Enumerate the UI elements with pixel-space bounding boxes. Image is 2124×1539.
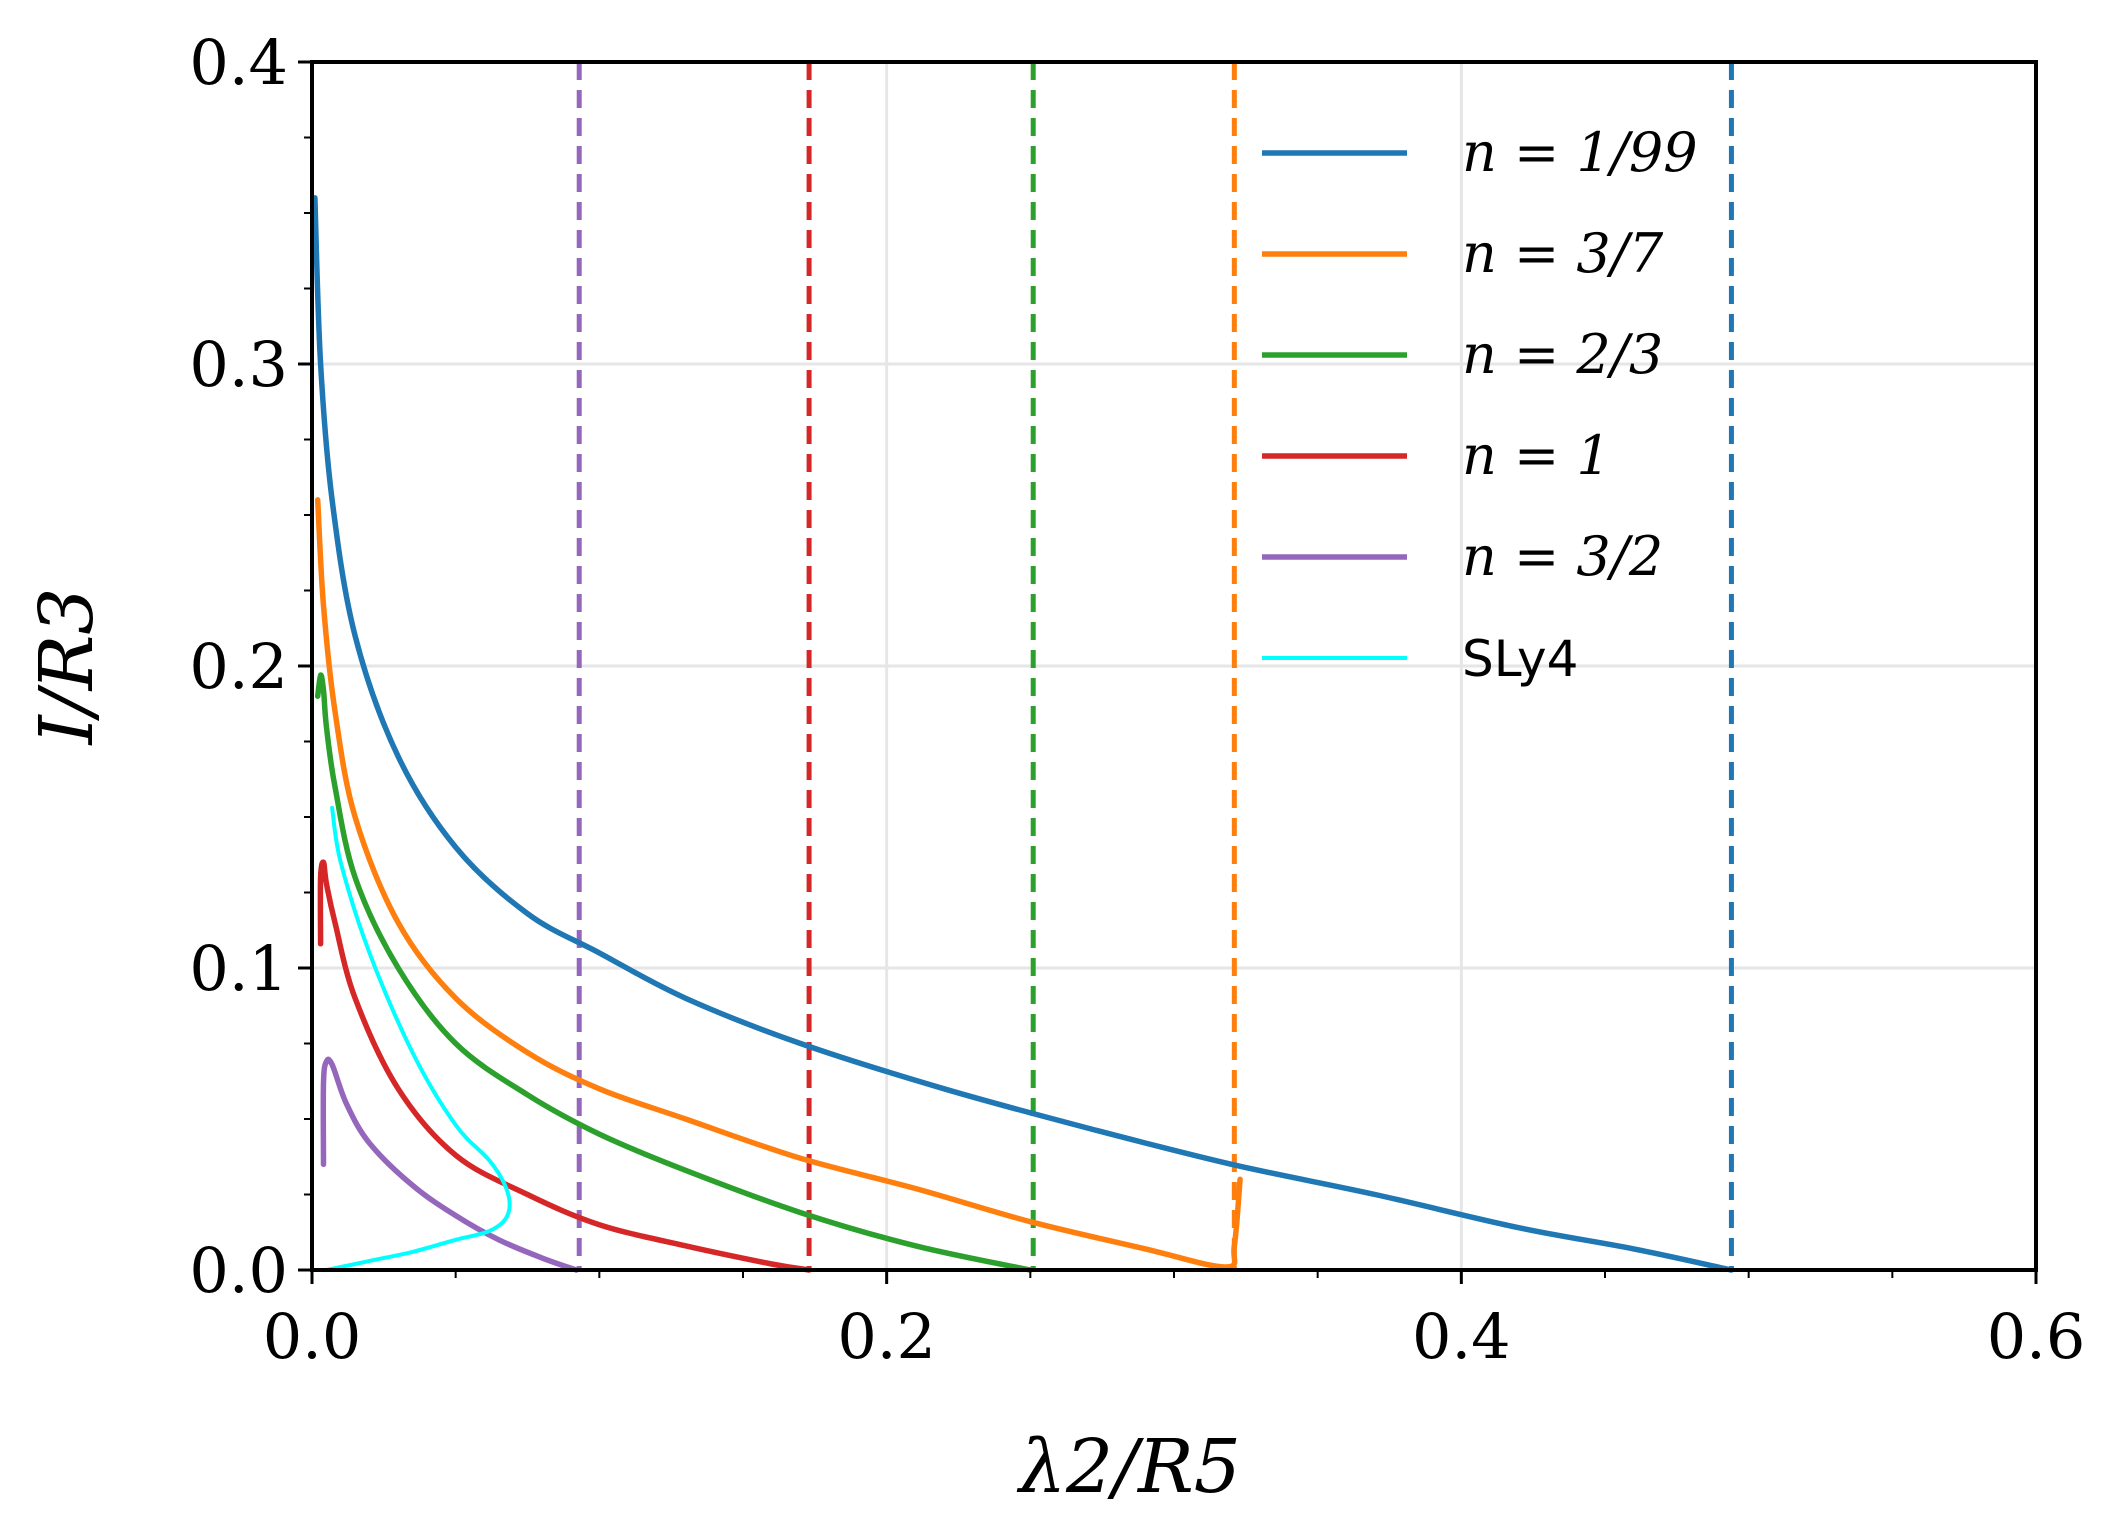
legend-label: n = 3/7 [1462, 222, 1664, 285]
y-axis-title-text: I/R3 [24, 588, 110, 747]
y-axis-title: I/R3 [24, 588, 110, 747]
x-tick-label: 0.6 [1987, 1300, 2086, 1373]
series-line-0 [312, 195, 1735, 1273]
series-line-4 [320, 1056, 580, 1273]
y-tick-label: 0.1 [189, 932, 288, 1005]
legend-label: SLy4 [1462, 630, 1578, 688]
legend-label: n = 1 [1462, 424, 1611, 487]
series-line-2 [314, 672, 1034, 1273]
x-tick-label: 0.2 [837, 1300, 936, 1373]
y-tick-label: 0.2 [189, 630, 288, 703]
x-tick-label: 0.4 [1412, 1300, 1511, 1373]
x-axis-title: λ2/R5 [1016, 1424, 1241, 1510]
tick-labels: 0.0 0.2 0.4 0.6 0.0 0.1 0.2 0.3 0.4 [189, 26, 2085, 1373]
series-line-3 [317, 859, 812, 1273]
x-axis-title-text: λ2/R5 [1016, 1424, 1241, 1510]
series-lines [312, 195, 1735, 1273]
y-tick-label: 0.0 [189, 1234, 288, 1307]
x-tick-label: 0.0 [263, 1300, 362, 1373]
axis-ticks [298, 60, 2038, 1284]
grid [310, 60, 2038, 1272]
vertical-dashed-lines [576, 62, 1734, 1270]
legend-label: n = 2/3 [1462, 323, 1663, 386]
y-tick-label: 0.4 [189, 26, 288, 99]
series-line-5 [324, 805, 512, 1272]
y-tick-label: 0.3 [189, 328, 288, 401]
series-line-1 [314, 497, 1243, 1270]
legend-label: n = 1/99 [1462, 121, 1698, 184]
legend: n = 1/99 n = 3/7 n = 2/3 n = 1 n = 3/2 SLy4 [1262, 121, 1698, 688]
legend-label: n = 3/2 [1462, 525, 1663, 588]
